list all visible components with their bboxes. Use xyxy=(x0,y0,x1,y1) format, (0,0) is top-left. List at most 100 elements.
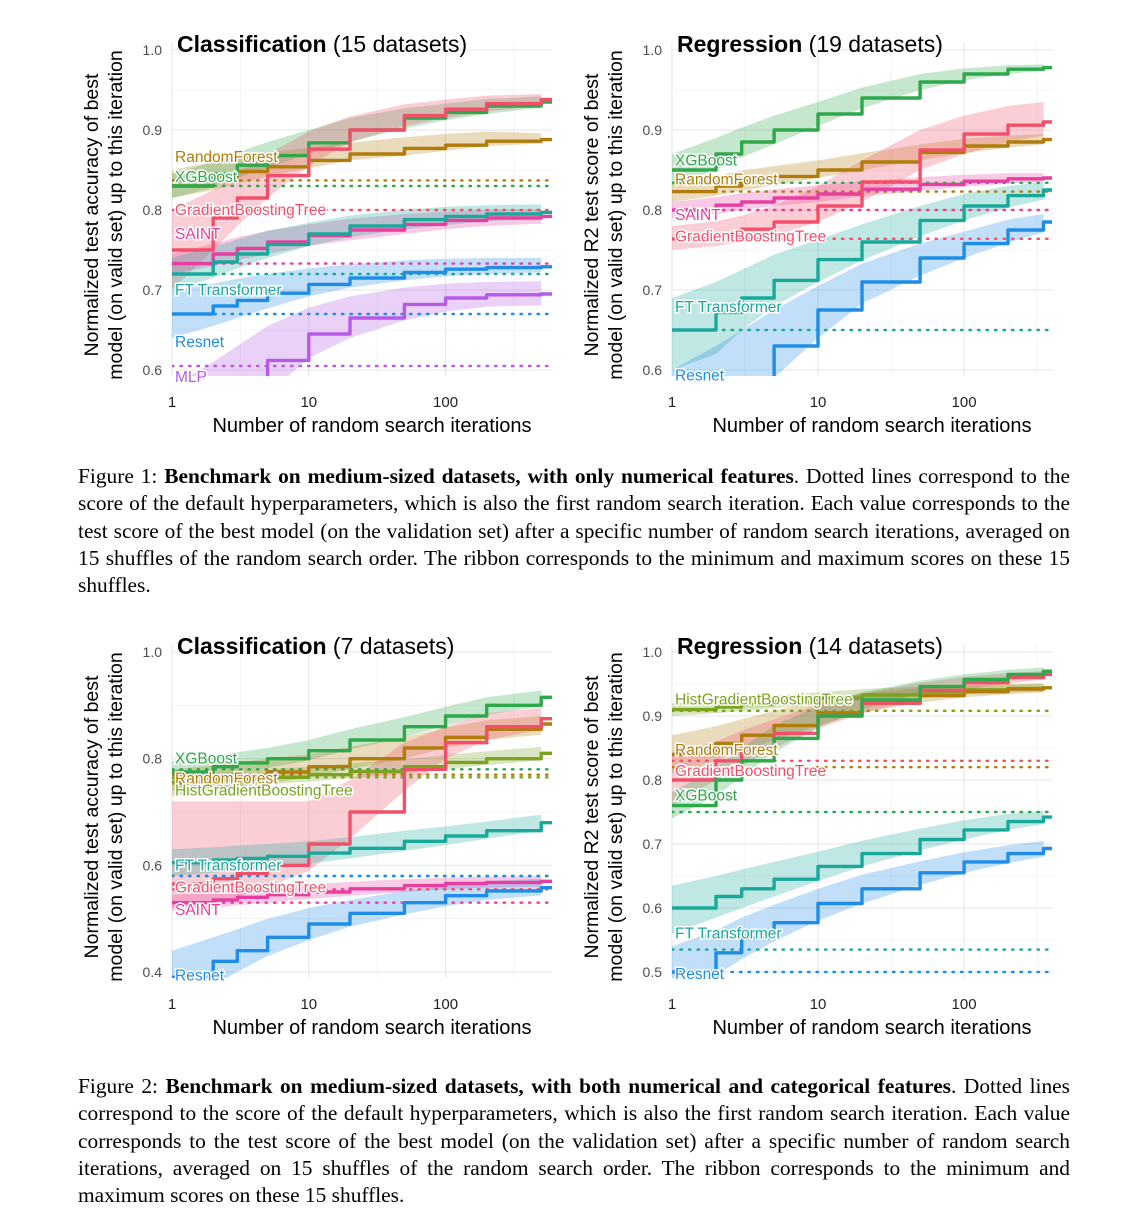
ribbon-ft-transformer xyxy=(672,810,1044,934)
series-label-ft-transformer: FT Transformer xyxy=(675,299,782,316)
figure-1-caption: Figure 1: Benchmark on medium-sized data… xyxy=(78,463,1070,599)
line-gradientboostingtree xyxy=(172,717,552,886)
x-axis-label: Number of random search iterations xyxy=(212,1017,531,1039)
y-tick-label: 0.9 xyxy=(143,122,163,138)
line-ft-transformer xyxy=(172,821,552,865)
figure-1-label: Figure 1: xyxy=(78,464,165,488)
x-tick-label: 100 xyxy=(433,394,458,411)
ribbon-randomforest xyxy=(172,131,542,198)
line-resnet xyxy=(172,886,552,978)
chart-panel-fig1-regression: XGBoost RandomForest SAINT GradientBoosting… xyxy=(570,20,1070,440)
line-gradientboostingtree xyxy=(672,120,1052,241)
y-tick-label: 1.0 xyxy=(143,42,163,58)
line-histgradientboostingtree xyxy=(172,751,552,785)
plot-area xyxy=(172,94,552,376)
chart-panel-fig1-classification: RandomForest XGBoost GradientBoostingTree S… xyxy=(70,20,570,440)
line-ft-transformer xyxy=(672,815,1052,910)
series-label-xgboost: XGBoost xyxy=(175,169,238,186)
series-label-saint: SAINT xyxy=(175,226,221,243)
series-label-resnet: Resnet xyxy=(675,368,725,385)
x-tick-label: 10 xyxy=(300,996,317,1013)
series-label-xgboost: XGBoost xyxy=(675,787,738,804)
x-tick-label: 1 xyxy=(668,996,676,1013)
y-tick-label: 0.9 xyxy=(643,122,663,138)
y-tick-label: 0.8 xyxy=(643,202,663,218)
figure-1-body: . Dotted lines correspond to the score o… xyxy=(78,464,1070,598)
series-label-ft-transformer: FT Transformer xyxy=(175,857,282,874)
figure-2-body: . Dotted lines correspond to the score o… xyxy=(78,1074,1070,1208)
plot-area xyxy=(672,64,1052,376)
ribbon-resnet xyxy=(672,840,1044,978)
chart-svg: XGBoost RandomForestHistGradientBoostingT… xyxy=(81,633,552,1039)
ribbon-ft-transformer xyxy=(172,814,542,876)
line-resnet xyxy=(172,265,552,316)
y-axis-label-line-1: Normalized test accuracy of best xyxy=(81,675,103,958)
y-tick-label: 1.0 xyxy=(143,644,163,660)
ribbon-resnet xyxy=(672,214,1044,376)
x-tick-label: 10 xyxy=(810,394,827,411)
line-gradientboostingtree xyxy=(172,97,552,252)
series-label-histgradientboostingtree: HistGradientBoostingTree xyxy=(175,783,353,800)
line-xgboost xyxy=(672,65,1052,172)
plot-area xyxy=(172,690,552,978)
x-tick-label: 100 xyxy=(433,996,458,1013)
series-label-resnet: Resnet xyxy=(175,968,225,985)
chart-title: Regression (19 datasets) xyxy=(677,31,943,57)
series-label-randomforest: RandomForest xyxy=(175,770,278,787)
series-label-gradientboostingtree: GradientBoostingTree xyxy=(175,880,326,897)
line-resnet xyxy=(672,846,1052,974)
x-tick-label: 1 xyxy=(168,394,176,411)
y-tick-label: 0.8 xyxy=(143,751,163,767)
x-tick-label: 10 xyxy=(810,996,827,1013)
ribbon-resnet xyxy=(172,258,542,338)
y-axis-label-line-1: Normalized R2 test score of best xyxy=(581,675,603,958)
line-saint xyxy=(172,879,552,905)
ribbon-gradientboostingtree xyxy=(172,94,542,290)
y-axis-label-line-1: Normalized test accuracy of best xyxy=(81,73,103,356)
series-label-xgboost: XGBoost xyxy=(175,751,238,768)
chart-title: Classification (7 datasets) xyxy=(177,633,454,659)
x-tick-label: 100 xyxy=(952,394,977,411)
series-label-ft-transformer: FT Transformer xyxy=(175,282,282,299)
series-label-randomforest: RandomForest xyxy=(675,172,778,189)
series-label-ft-transformer: FT Transformer xyxy=(675,926,782,943)
line-resnet xyxy=(772,220,1052,376)
ribbon-mlp xyxy=(189,281,542,376)
y-tick-label: 0.6 xyxy=(143,362,163,378)
line-xgboost xyxy=(672,669,1052,808)
y-tick-label: 0.4 xyxy=(143,964,163,980)
line-ft-transformer xyxy=(172,210,552,276)
series-label-mlp: MLP xyxy=(175,369,207,386)
y-tick-label: 0.7 xyxy=(643,282,663,298)
series-label-xgboost: XGBoost xyxy=(675,152,738,169)
y-tick-label: 0.6 xyxy=(643,362,663,378)
y-axis-label-line-1: Normalized R2 test score of best xyxy=(581,73,603,356)
series-label-saint: SAINT xyxy=(675,207,721,224)
series-label-gradientboostingtree: GradientBoostingTree xyxy=(175,202,326,219)
y-tick-label: 0.7 xyxy=(643,836,663,852)
y-tick-label: 1.0 xyxy=(643,644,663,660)
series-label-randomforest: RandomForest xyxy=(175,149,278,166)
y-tick-label: 0.6 xyxy=(143,857,163,873)
y-tick-label: 0.7 xyxy=(143,282,163,298)
chart-svg: XGBoost RandomForest SAINT GradientBoosting… xyxy=(581,31,1052,437)
chart-title: Classification (15 datasets) xyxy=(177,31,467,57)
ribbon-gradientboostingtree xyxy=(672,102,1044,250)
y-tick-label: 0.6 xyxy=(643,900,663,916)
chart-panel-fig2-regression: HistGradientBoostingTree RandomForest Grad… xyxy=(570,622,1070,1042)
chart-svg: RandomForest XGBoost GradientBoostingTree S… xyxy=(81,31,552,437)
y-tick-label: 0.9 xyxy=(643,708,663,724)
line-xgboost xyxy=(172,695,552,774)
chart-panel-fig2-classification: XGBoost RandomForest HistGradientBoostingT… xyxy=(70,622,570,1042)
x-tick-label: 100 xyxy=(952,996,977,1013)
series-label-saint: SAINT xyxy=(175,902,221,919)
line-ft-transformer xyxy=(672,188,1052,332)
series-label-resnet: Resnet xyxy=(175,334,225,351)
figure-2-title: Benchmark on medium-sized datasets, with… xyxy=(165,1074,952,1098)
y-axis-label-line-2: model (on valid set) up to this iteratio… xyxy=(605,50,627,380)
series-label-gradientboostingtree: GradientBoostingTree xyxy=(675,763,826,780)
chart-title: Regression (14 datasets) xyxy=(677,633,943,659)
x-tick-label: 1 xyxy=(168,996,176,1013)
series-label-histgradientboostingtree: HistGradientBoostingTree xyxy=(675,691,853,708)
series-label-resnet: Resnet xyxy=(675,966,725,983)
